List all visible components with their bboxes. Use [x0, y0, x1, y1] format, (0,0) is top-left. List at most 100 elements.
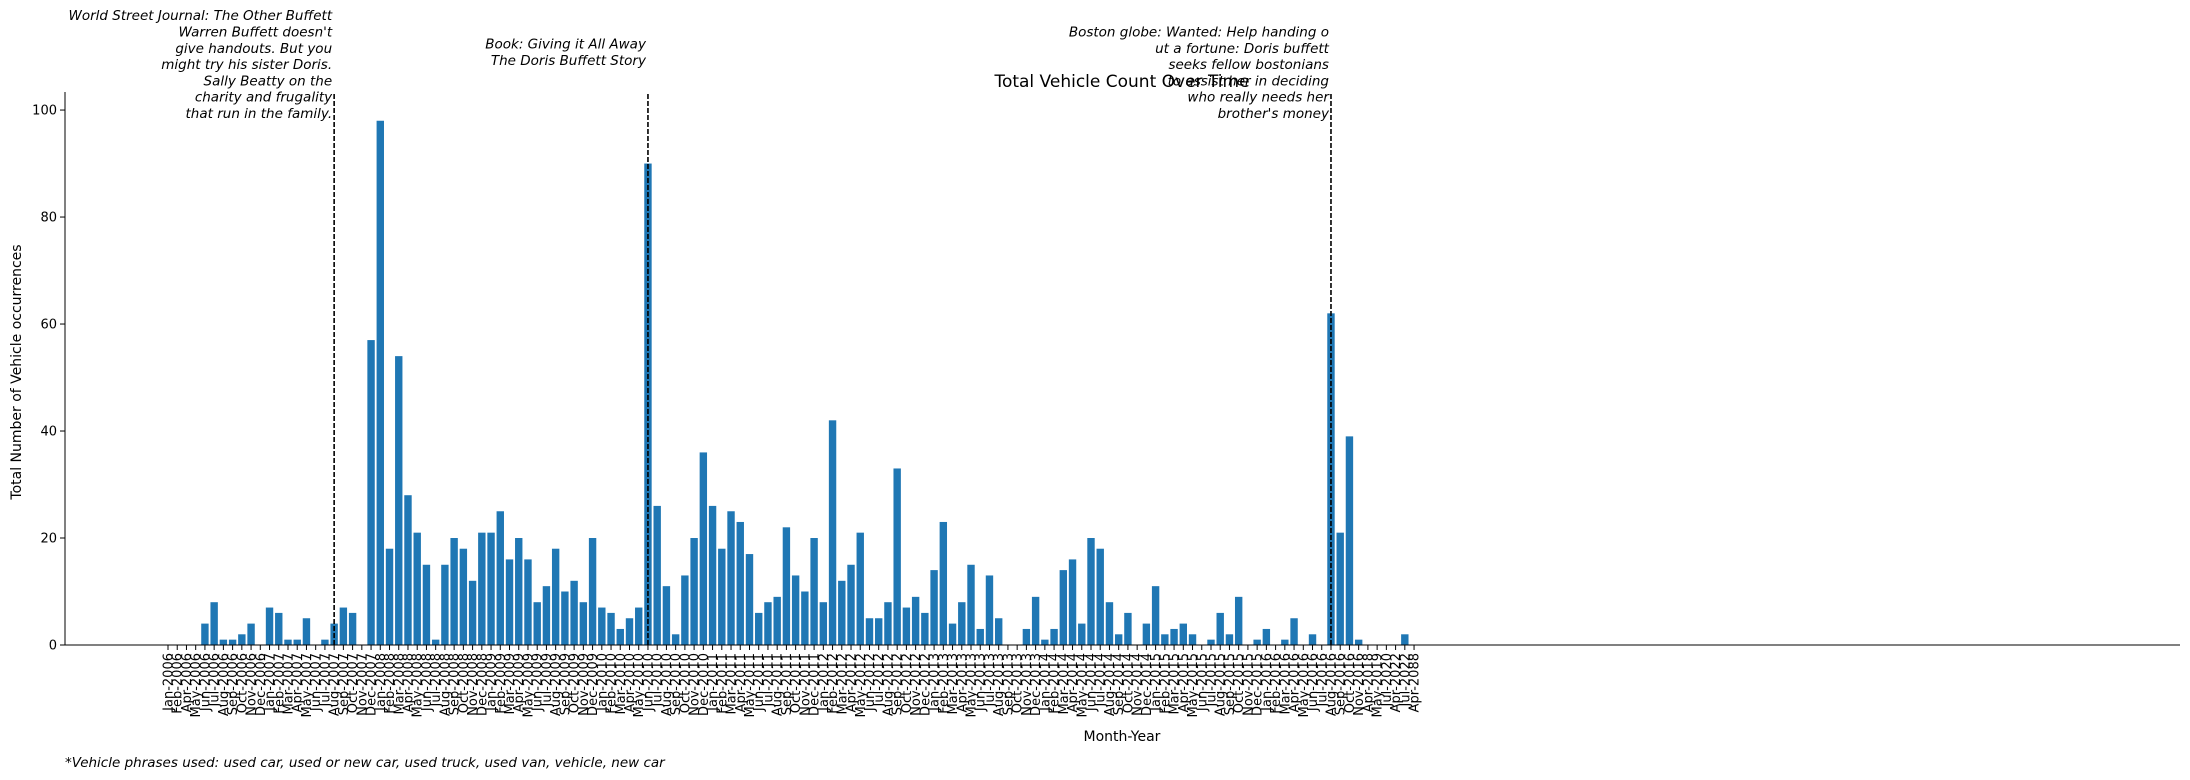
x-tick-label-Dec-2009: Dec-2009: [586, 653, 601, 716]
x-tick-label-Mar-2007: Mar-2007: [281, 653, 296, 714]
bar-Jan-2015: [1151, 586, 1160, 645]
bar-Aug-2014: [1105, 602, 1114, 645]
bar-Sep-2016: [1336, 532, 1344, 645]
x-tick-label-Dec-2011: Dec-2011: [808, 653, 823, 716]
bar-Sep-2015: [1225, 634, 1234, 645]
x-tick-label-Nov-2006: Nov-2006: [245, 653, 260, 716]
x-tick-label-Jul-2010: Jul-2010: [651, 653, 666, 707]
bar-Jan-2012: [819, 602, 828, 645]
x-tick-label-Jan-2007: Jan-2007: [263, 653, 278, 712]
bar-Jan-2011: [708, 505, 717, 645]
x-tick-label-Jul-2020: Jul-2020: [1380, 653, 1395, 707]
bar-Feb-2007: [275, 612, 283, 645]
y-tick-label-20: 20: [40, 532, 57, 547]
x-tick-label-Nov-2016: Nov-2016: [1352, 653, 1367, 716]
bar-Aug-2013: [995, 618, 1003, 645]
x-tick-label-Jun-2015: Jun-2015: [1195, 653, 1210, 712]
x-tick-label-Mar-2012: Mar-2012: [835, 653, 850, 714]
x-tick-label-Jan-2010: Jan-2010: [595, 653, 610, 712]
bar-Dec-2008: [478, 532, 486, 645]
x-tick-label-Jul-2006: Jul-2006: [208, 653, 223, 707]
bar-Dec-2010: [699, 452, 708, 645]
x-tick-label-Feb-2015: Feb-2015: [1158, 653, 1173, 714]
x-tick-label-Jul-2013: Jul-2013: [983, 653, 998, 707]
bar-Jul-2009: [542, 586, 551, 645]
annotation-2-line-0: Boston globe: Wanted: Help handing o: [1069, 25, 1329, 41]
x-tick-label-Feb-2014: Feb-2014: [1048, 653, 1063, 714]
x-tick-label-Nov-2010: Nov-2010: [688, 653, 703, 716]
x-tick-label-Apr-2018: Apr-2018: [1361, 653, 1376, 712]
bar-Jul-2014: [1096, 548, 1104, 645]
x-tick-label-Feb-2008: Feb-2008: [383, 653, 398, 714]
x-tick-label-Aug-2014: Aug-2014: [1103, 653, 1118, 716]
bars-group: [201, 120, 1409, 646]
bar-May-2010: [635, 607, 643, 645]
bar-Mar-2007: [284, 639, 292, 645]
bar-Oct-2006: [238, 634, 246, 645]
x-tick-label-Jan-2013: Jan-2013: [928, 653, 943, 712]
x-tick-label-Aug-2016: Aug-2016: [1324, 653, 1339, 716]
bar-Feb-2015: [1161, 634, 1169, 645]
x-tick-label-Dec-2014: Dec-2014: [1140, 653, 1155, 716]
bar-Dec-2013: [1031, 596, 1040, 645]
annotation-0-line-2: give handouts. But you: [175, 41, 332, 57]
bar-Aug-2015: [1216, 612, 1224, 645]
x-tick-label-May-2008: May-2008: [411, 653, 426, 717]
bar-Dec-2012: [921, 612, 929, 645]
bar-Nov-2011: [801, 591, 809, 645]
bar-Sep-2007: [339, 607, 348, 645]
x-tick-label-Aug-2008: Aug-2008: [438, 653, 453, 716]
x-tick-label-Jan-2016: Jan-2016: [1260, 653, 1275, 712]
x-tick-label-Dec-2006: Dec-2006: [254, 653, 269, 716]
bar-Apr-2012: [847, 564, 855, 645]
bar-Dec-2015: [1253, 639, 1261, 645]
x-tick-label-Nov-2009: Nov-2009: [577, 653, 592, 716]
x-tick-label-Mar-2016: Mar-2016: [1278, 653, 1293, 714]
x-tick-label-Sep-2006: Sep-2006: [226, 653, 241, 715]
x-tick-label-May-2019: May-2019: [1371, 653, 1386, 717]
y-tick-label-60: 60: [40, 318, 57, 333]
x-tick-label-Jun-2013: Jun-2013: [974, 653, 989, 712]
bar-Jun-2012: [865, 618, 874, 645]
bar-Oct-2015: [1234, 596, 1243, 645]
x-tick-label-Oct-2007: Oct-2007: [346, 653, 361, 713]
bar-Aug-2011: [773, 596, 781, 645]
x-tick-label-Sep-2010: Sep-2010: [669, 653, 684, 715]
bar-Apr-2014: [1068, 559, 1077, 645]
bar-Nov-2006: [247, 623, 255, 645]
bar-Apr-2015: [1179, 623, 1187, 645]
x-tick-label-Jan-2015: Jan-2015: [1149, 653, 1164, 712]
x-tick-label-Apr-2008: Apr-2008: [401, 653, 416, 712]
x-tick-label-Mar-2014: Mar-2014: [1057, 653, 1072, 714]
x-tick-label-Jun-2006: Jun-2006: [198, 653, 213, 712]
bar-Sep-2012: [893, 468, 901, 645]
x-tick-label-Feb-2011: Feb-2011: [715, 653, 730, 714]
x-tick-label-Feb-2013: Feb-2013: [937, 653, 952, 714]
bar-Dec-2009: [588, 538, 597, 645]
bar-Sep-2011: [782, 527, 791, 645]
x-tick-label-May-2015: May-2015: [1186, 653, 1201, 717]
x-tick-label-Jun-2014: Jun-2014: [1085, 653, 1100, 712]
bar-Apr-2016: [1290, 618, 1298, 645]
x-tick-label-Dec-2008: Dec-2008: [475, 653, 490, 716]
x-tick-label-May-2013: May-2013: [965, 653, 980, 717]
x-tick-label-Nov-2013: Nov-2013: [1020, 653, 1035, 716]
bar-Feb-2012: [828, 420, 837, 645]
x-tick-label-Sep-2011: Sep-2011: [780, 653, 795, 715]
x-tick-label-Dec-2015: Dec-2015: [1251, 653, 1266, 716]
bar-Nov-2009: [579, 602, 588, 645]
x-tick-label-Jan-2006: Jan-2006: [162, 653, 177, 712]
x-tick-label-Feb-2006: Feb-2006: [171, 653, 186, 714]
bar-Feb-2008: [385, 548, 394, 645]
annotation-0-line-5: charity and frugality: [195, 90, 333, 106]
annotation-2-line-2: seeks fellow bostonians: [1168, 57, 1329, 73]
x-tick-label-Apr-2015: Apr-2015: [1177, 653, 1192, 712]
x-tick-label-May-2014: May-2014: [1075, 653, 1090, 717]
x-tick-label-Jul-2012: Jul-2012: [872, 653, 887, 707]
x-tick-label-Oct-2015: Oct-2015: [1232, 653, 1247, 713]
bar-May-2007: [302, 618, 311, 645]
annotation-2-line-5: brother's money: [1218, 106, 1330, 122]
annotations: World Street Journal: The Other BuffettW…: [69, 8, 1331, 122]
x-tick-label-Dec-2007: Dec-2007: [365, 653, 380, 716]
